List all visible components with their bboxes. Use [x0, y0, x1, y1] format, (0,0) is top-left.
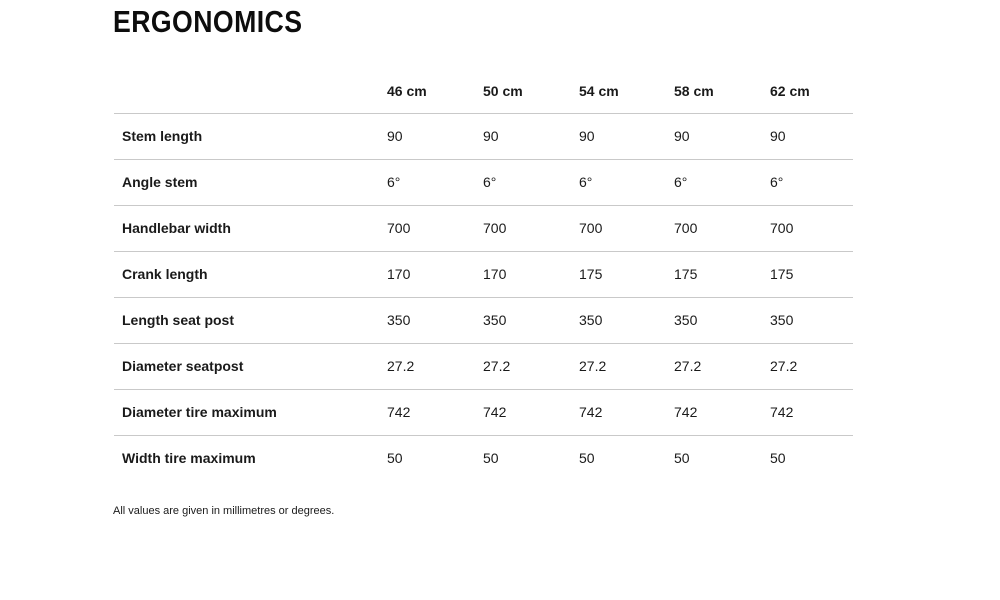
cell-value: 175 [579, 266, 603, 282]
row-label: Diameter tire maximum [122, 404, 277, 420]
cell-value: 27.2 [387, 358, 415, 374]
cell-value: 170 [387, 266, 411, 282]
cell-value: 50 [483, 450, 499, 467]
cell-value: 175 [770, 266, 794, 282]
table-row: Length seat post 350 350 350 350 350 [114, 297, 853, 343]
cell-value: 350 [770, 312, 794, 328]
cell-value: 350 [674, 312, 698, 328]
table-row: Crank length 170 170 175 175 175 [114, 251, 853, 297]
cell-value: 175 [674, 266, 698, 282]
column-header-size: 50 cm [483, 83, 523, 100]
cell-value: 27.2 [770, 358, 798, 374]
page-title: ERGONOMICS [113, 4, 303, 39]
cell-value: 700 [483, 220, 507, 236]
cell-value: 50 [770, 450, 786, 467]
row-label: Diameter seatpost [122, 358, 244, 374]
cell-value: 700 [387, 220, 411, 236]
ergonomics-table: 46 cm 50 cm 54 cm 58 cm 62 cm Stem length 90 9… [114, 70, 853, 481]
cell-value: 90 [579, 128, 595, 144]
table-body: Stem length 90 90 90 90 90 Angle stem 6° 6° 6° 6° 6… [114, 113, 853, 481]
cell-value: 350 [483, 312, 507, 328]
cell-value: 27.2 [483, 358, 511, 374]
cell-value: 6° [579, 174, 593, 190]
cell-value: 90 [674, 128, 690, 144]
column-header-size: 62 cm [770, 83, 810, 100]
cell-value: 27.2 [674, 358, 702, 374]
cell-value: 742 [674, 404, 698, 420]
table-row: Diameter tire maximum 742 742 742 742 742 [114, 389, 853, 435]
cell-value: 700 [674, 220, 698, 236]
cell-value: 6° [770, 174, 784, 190]
cell-value: 50 [579, 450, 595, 467]
cell-value: 90 [770, 128, 786, 144]
cell-value: 90 [483, 128, 499, 144]
table-row: Diameter seatpost 27.2 27.2 27.2 27.2 27.2 [114, 343, 853, 389]
row-label: Handlebar width [122, 220, 231, 236]
column-header-spec-spacer [114, 70, 387, 113]
cell-value: 50 [674, 450, 690, 467]
row-label: Crank length [122, 266, 208, 282]
cell-value: 350 [579, 312, 603, 328]
cell-value: 90 [387, 128, 403, 144]
column-header-size: 54 cm [579, 83, 619, 100]
cell-value: 170 [483, 266, 507, 282]
cell-value: 6° [483, 174, 497, 190]
cell-value: 742 [387, 404, 411, 420]
column-header-size: 46 cm [387, 83, 427, 100]
cell-value: 27.2 [579, 358, 607, 374]
table-row: Width tire maximum 50 50 50 50 50 [114, 435, 853, 481]
cell-value: 6° [387, 174, 401, 190]
row-label: Stem length [122, 128, 203, 144]
column-header-size: 58 cm [674, 83, 714, 100]
cell-value: 742 [579, 404, 603, 420]
row-label: Length seat post [122, 312, 235, 328]
table-header-row: 46 cm 50 cm 54 cm 58 cm 62 cm [114, 70, 853, 113]
cell-value: 742 [770, 404, 794, 420]
table-row: Angle stem 6° 6° 6° 6° 6° [114, 159, 853, 205]
cell-value: 742 [483, 404, 507, 420]
footnote: All values are given in millimetres or d… [113, 505, 335, 517]
table-row: Stem length 90 90 90 90 90 [114, 113, 853, 159]
cell-value: 50 [387, 450, 403, 467]
row-label: Width tire maximum [122, 450, 256, 467]
cell-value: 700 [579, 220, 603, 236]
cell-value: 350 [387, 312, 411, 328]
cell-value: 6° [674, 174, 688, 190]
row-label: Angle stem [122, 174, 198, 190]
table-row: Handlebar width 700 700 700 700 700 [114, 205, 853, 251]
cell-value: 700 [770, 220, 794, 236]
